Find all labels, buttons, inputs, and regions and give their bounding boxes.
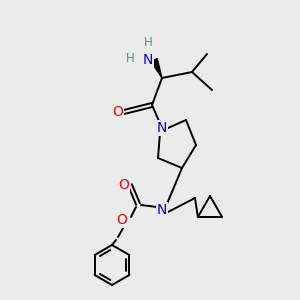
- Polygon shape: [151, 58, 162, 78]
- Text: O: O: [117, 213, 128, 227]
- Text: N: N: [157, 121, 167, 135]
- Text: H: H: [126, 52, 134, 64]
- Text: O: O: [118, 178, 129, 192]
- Text: O: O: [112, 105, 123, 119]
- Text: N: N: [157, 203, 167, 217]
- Text: H: H: [144, 35, 152, 49]
- Text: N: N: [143, 53, 153, 67]
